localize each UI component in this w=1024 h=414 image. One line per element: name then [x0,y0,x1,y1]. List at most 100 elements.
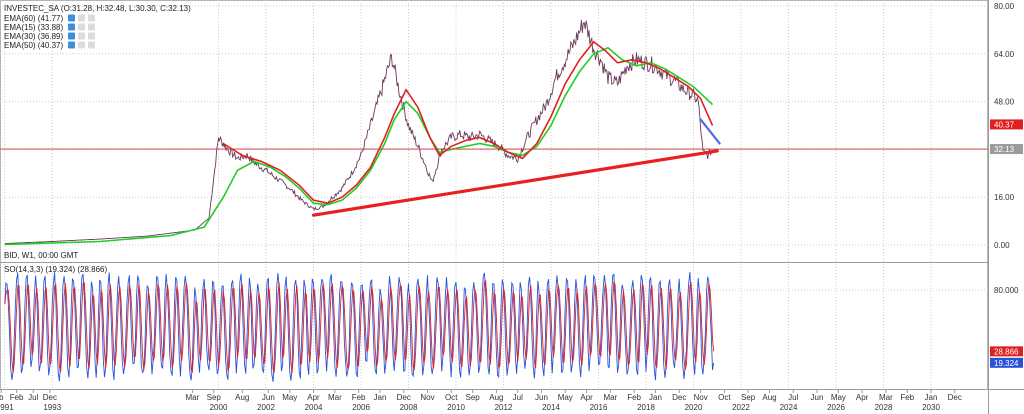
ema-green-line [4,46,714,246]
support-trendline [311,149,719,217]
month-label: Jul [513,393,523,402]
stoch-d-tag-box [990,346,1023,357]
stochastic-series [4,271,715,382]
close-icon [88,23,95,31]
legend-entry: EMA(15) (33.88) [4,23,63,32]
indicator-legend: EMA(60) (41.77)EMA(15) (33.88)EMA(30) (3… [4,14,95,50]
visibility-icon [68,23,75,31]
chart-frame [0,0,988,390]
oscillator-title: SO(14,3,3) (19.324) (28.866) [4,265,108,274]
year-label: 2026 [827,403,845,412]
legend-entry: EMA(60) (41.77) [4,14,63,23]
month-label: Feb [352,393,366,402]
chart-title: INVESTEC_SA (O:31.28, H:32.48, L:30.30, … [4,4,191,13]
year-label: 2002 [257,403,275,412]
month-label: Apr [856,393,869,402]
month-label: Mar [185,393,199,402]
month-label: Oct [718,393,731,402]
price-tick-label: 64.00 [994,50,1015,59]
ema-price-tag: 40.37 [994,120,1015,129]
month-label: May [558,393,573,402]
year-label: 2028 [875,403,893,412]
price-series [0,19,988,246]
time-axis-labels: b Feb Jul Dec Mar Sep Aug Jun May Apr Mar Feb Jan Dec… [0,389,962,412]
stoch-k-tag: 19.324 [994,359,1019,368]
month-label: Aug [235,393,249,402]
year-label: 2024 [780,403,798,412]
month-label: Jun [535,393,548,402]
year-label: 2006 [352,403,370,412]
close-icon [88,32,95,40]
ema-red-line [222,40,714,205]
month-label: Apr [307,393,320,402]
resistance-trendline [699,118,721,145]
settings-icon [78,14,85,22]
stoch-k-tag-box [990,357,1023,368]
ema-price-tag-box [990,119,1023,130]
month-label: Aug [489,393,503,402]
last-price-tag-box [990,144,1023,155]
close-icon [88,14,95,22]
month-label: Sep [466,393,481,402]
year-label: 2000 [210,403,228,412]
month-label: Feb [900,393,914,402]
month-label: May [831,393,846,402]
stoch-d-tag: 28.866 [994,347,1019,356]
oscillator-axis-labels: 80.000 [994,286,1019,295]
month-label: Feb [627,393,641,402]
settings-icon [78,32,85,40]
year-label: 1991 [0,403,14,412]
month-label: Jun [811,393,824,402]
price-tick-label: 80.00 [994,2,1015,11]
year-label: 2022 [732,403,750,412]
month-label: Mar [879,393,893,402]
month-label: Sep [207,393,222,402]
year-label: 2014 [542,403,560,412]
close-icon [88,41,95,49]
month-label: Aug [762,393,776,402]
year-label: 2010 [447,403,465,412]
chart-footer: BID, W1, 00:00 GMT [4,251,78,260]
month-label: Apr [580,393,593,402]
legend-entry: EMA(50) (40.37) [4,41,63,50]
month-label: Jul [788,393,798,402]
settings-icon [78,23,85,31]
oscillator-tick-label: 80.000 [994,286,1019,295]
year-label: 2030 [922,403,940,412]
month-label: Mar [603,393,617,402]
last-price-tag: 32.13 [994,145,1015,154]
month-label: Jan [649,393,662,402]
year-label: 2020 [685,403,703,412]
month-label: Jun [262,393,275,402]
month-label: Dec [948,393,962,402]
price-tick-label: 48.00 [994,98,1015,107]
month-label: Nov [694,393,708,402]
month-label: Dec [397,393,411,402]
visibility-icon [68,32,75,40]
year-label: 2012 [495,403,513,412]
month-label: Dec [43,393,57,402]
year-label: 1993 [43,403,61,412]
month-label: Jan [374,393,387,402]
price-tick-label: 0.00 [994,241,1010,250]
visibility-icon [68,41,75,49]
year-label: 2018 [637,403,655,412]
month-label: Dec [672,393,686,402]
month-label: Nov [420,393,434,402]
price-tags: 40.37 32.13 28.866 19.324 [990,119,1023,368]
stochastic-k-line [4,271,715,382]
trendlines [311,118,721,217]
month-label: Feb [10,393,24,402]
year-label: 2008 [400,403,418,412]
stochastic-d-line [4,280,715,374]
visibility-icon [68,14,75,22]
settings-icon [78,41,85,49]
legend-entry: EMA(30) (36.89) [4,32,63,41]
month-label: Oct [445,393,458,402]
month-label: Mar [328,393,342,402]
year-label: 2016 [590,403,608,412]
year-label: 2004 [305,403,323,412]
month-label: May [282,393,297,402]
price-tick-label: 16.00 [994,193,1015,202]
